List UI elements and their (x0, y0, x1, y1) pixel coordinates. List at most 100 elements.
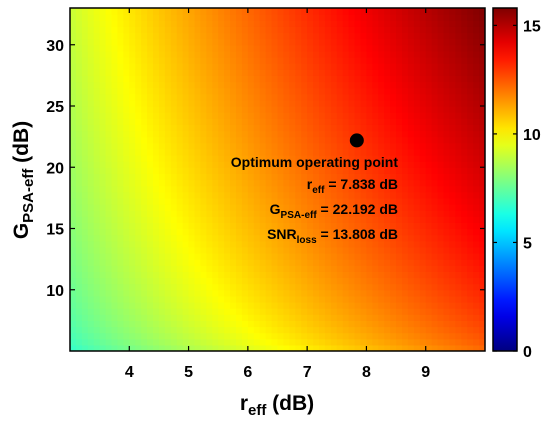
heatmap-cell (241, 314, 249, 321)
heatmap-cell (467, 185, 474, 193)
heatmap-cell (253, 44, 261, 52)
heatmap-cell (455, 320, 462, 328)
heatmap-cell (93, 161, 101, 168)
heatmap-cell (158, 44, 166, 52)
heatmap-cell (111, 112, 119, 119)
heatmap-cell (378, 338, 385, 346)
heatmap-cell (277, 99, 285, 107)
heatmap-cell (336, 136, 344, 144)
heatmap-cell (307, 240, 314, 248)
heatmap-cell (259, 148, 267, 156)
heatmap-cell (366, 44, 373, 52)
heatmap-cell (473, 136, 480, 144)
heatmap-cell (129, 8, 136, 15)
heatmap-cell (413, 14, 421, 21)
heatmap-cell (182, 253, 190, 260)
heatmap-cell (289, 295, 296, 303)
heatmap-cell (188, 44, 196, 52)
heatmap-cell (194, 155, 202, 162)
heatmap-cell (342, 124, 350, 132)
heatmap-cell (461, 197, 468, 205)
heatmap-cell (218, 216, 225, 223)
heatmap-cell (449, 118, 456, 125)
heatmap-cell (307, 173, 314, 181)
heatmap-cell (301, 338, 308, 346)
heatmap-cell (360, 142, 368, 150)
heatmap-cell (259, 234, 267, 242)
heatmap-cell (218, 344, 225, 351)
heatmap-cell (212, 38, 219, 46)
heatmap-cell (158, 344, 166, 351)
heatmap-cell (461, 161, 468, 168)
heatmap-cell (99, 57, 107, 64)
heatmap-cell (330, 210, 338, 217)
heatmap-cell (402, 308, 409, 315)
heatmap-cell (449, 75, 456, 83)
heatmap-cell (247, 185, 255, 193)
heatmap-cell (158, 228, 166, 236)
heatmap-cell (425, 253, 433, 260)
heatmap-cell (182, 283, 190, 291)
heatmap-cell (206, 161, 213, 168)
heatmap-cell (384, 93, 391, 101)
heatmap-cell (378, 179, 385, 187)
heatmap-cell (188, 75, 196, 83)
heatmap-cell (295, 302, 302, 309)
heatmap-cell (230, 314, 237, 321)
heatmap-cell (129, 302, 136, 309)
heatmap-cell (200, 289, 207, 297)
heatmap-cell (277, 246, 285, 254)
heatmap-cell (366, 197, 373, 205)
heatmap-cell (384, 289, 391, 297)
colorbar-tick-label: 0 (523, 344, 532, 361)
heatmap-cell (396, 277, 403, 285)
heatmap-cell (360, 118, 368, 125)
heatmap-cell (390, 155, 397, 162)
heatmap-cell (200, 332, 207, 340)
heatmap-cell (390, 277, 397, 285)
heatmap-cell (336, 161, 344, 168)
heatmap-cell (437, 155, 445, 162)
heatmap-cell (319, 344, 326, 351)
heatmap-cell (212, 191, 219, 199)
heatmap-cell (407, 38, 415, 46)
heatmap-cell (360, 155, 368, 162)
heatmap-cell (271, 302, 279, 309)
heatmap-cell (449, 210, 456, 217)
heatmap-cell (158, 259, 166, 266)
heatmap-cell (307, 210, 314, 217)
heatmap-cell (164, 191, 172, 199)
heatmap-cell (330, 283, 338, 291)
heatmap-cell (342, 234, 350, 242)
heatmap-cell (336, 38, 344, 46)
heatmap-cell (437, 118, 445, 125)
heatmap-cell (70, 173, 77, 181)
heatmap-cell (158, 191, 166, 199)
heatmap-cell (176, 57, 184, 64)
heatmap-cell (170, 344, 178, 351)
heatmap-cell (147, 246, 154, 254)
heatmap-cell (87, 253, 95, 260)
heatmap-cell (419, 8, 427, 15)
heatmap-cell (259, 38, 267, 46)
heatmap-cell (390, 161, 397, 168)
heatmap-cell (99, 320, 107, 328)
heatmap-cell (330, 228, 338, 236)
heatmap-cell (372, 344, 379, 351)
heatmap-cell (473, 240, 480, 248)
heatmap-cell (313, 332, 320, 340)
heatmap-cell (147, 234, 154, 242)
heatmap-cell (431, 253, 439, 260)
heatmap-cell (396, 179, 403, 187)
heatmap-cell (259, 99, 267, 107)
y-axis-label: GPSA-eff (dB) (10, 121, 37, 239)
heatmap-cell (413, 32, 421, 40)
heatmap-cell (324, 295, 332, 303)
heatmap-cell (390, 253, 397, 260)
heatmap-cell (307, 81, 314, 89)
heatmap-cell (81, 234, 89, 242)
heatmap-cell (366, 161, 373, 168)
heatmap-cell (236, 326, 243, 334)
heatmap-cell (176, 69, 184, 76)
heatmap-cell (224, 136, 231, 144)
